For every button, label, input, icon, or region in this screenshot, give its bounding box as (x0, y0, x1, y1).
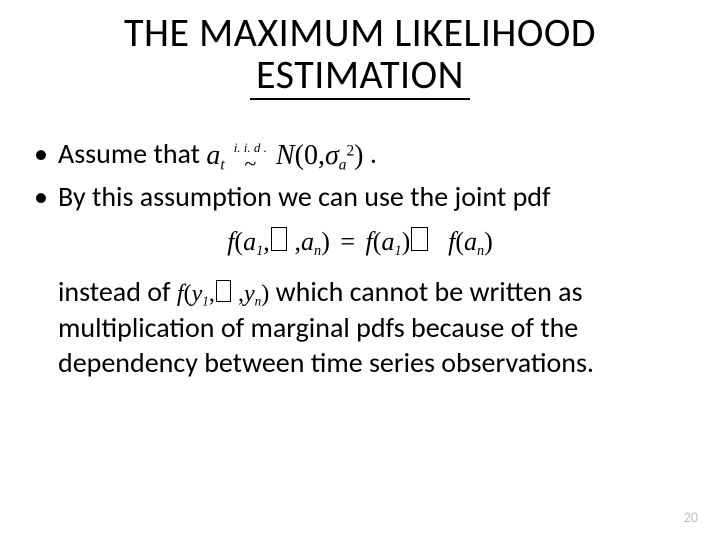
bullet1-text-pre: Assume that (58, 136, 206, 171)
cont-pre: instead of (58, 274, 177, 309)
eq-assume-comma: , (318, 140, 325, 171)
eq-jp-rp1: ) (321, 227, 330, 256)
eq-fy-yn: y (244, 281, 255, 307)
eq-fy-y1-sub: 1 (202, 294, 209, 309)
title-line-2: ESTIMATION (250, 54, 470, 100)
placeholder-icon (216, 280, 231, 302)
eq-jp-a1: a (243, 227, 256, 256)
eq-jp-lp3: ( (455, 227, 464, 256)
eq-fy-c1: , (209, 281, 215, 307)
eq-assume-zero: 0 (304, 140, 318, 171)
eq-fy-rp: ) (261, 281, 269, 307)
eq-assume-N: N (276, 140, 295, 171)
placeholder-icon (271, 227, 287, 251)
slide-container: THE MAXIMUM LIKELIHOOD ESTIMATION Assume… (0, 0, 720, 540)
eq-fy-y1: y (192, 281, 203, 307)
slide-title: THE MAXIMUM LIKELIHOOD ESTIMATION (0, 12, 720, 100)
eq-fy-f: f (177, 281, 184, 307)
eq-joint-pdf: f(a1, ,an) = f(a1) f(an) (30, 226, 690, 261)
slide-body: Assume that at i. i. d . ~ N(0,σa2) . By… (30, 136, 690, 380)
eq-fy-lp: ( (184, 281, 192, 307)
page-number: 20 (684, 509, 698, 526)
eq-jp-rp2: ) (402, 227, 411, 256)
eq-assume-sigma: σ (325, 140, 339, 171)
eq-assume: at i. i. d . ~ N(0,σa2) (206, 138, 363, 175)
eq-assume-a-sub: t (220, 156, 224, 173)
bullet-list: Assume that at i. i. d . ~ N(0,σa2) . By… (30, 136, 690, 214)
bullet2-text: By this assumption we can use the joint … (58, 179, 551, 214)
eq-jp-lp1: ( (234, 227, 243, 256)
eq-assume-rparen: ) (354, 140, 363, 171)
eq-jp-a1b-sub: 1 (394, 243, 401, 259)
eq-jp-c1: , (263, 227, 270, 256)
eq-fy: f(y1, ,yn) (177, 279, 269, 310)
continuation-paragraph: instead of f(y1, ,yn) which cannot be wr… (30, 274, 690, 380)
eq-assume-iid: i. i. d . ~ (232, 141, 269, 173)
eq-jp-rp3: ) (484, 227, 493, 256)
eq-jp-f2: f (366, 227, 373, 256)
eq-jp-an: a (301, 227, 314, 256)
eq-assume-a: a (206, 140, 220, 171)
eq-assume-sigma-sup: 2 (346, 143, 354, 160)
bullet-item-2: By this assumption we can use the joint … (30, 179, 690, 214)
eq-assume-tilde: ~ (244, 151, 256, 176)
placeholder-icon (411, 227, 427, 251)
eq-jp-anb: a (464, 227, 477, 256)
eq-jp-a1b: a (381, 227, 394, 256)
eq-assume-lparen: ( (295, 140, 304, 171)
eq-jp-eq: = (336, 227, 359, 256)
bullet1-text-post: . (370, 136, 377, 171)
bullet-item-1: Assume that at i. i. d . ~ N(0,σa2) . (30, 136, 690, 175)
